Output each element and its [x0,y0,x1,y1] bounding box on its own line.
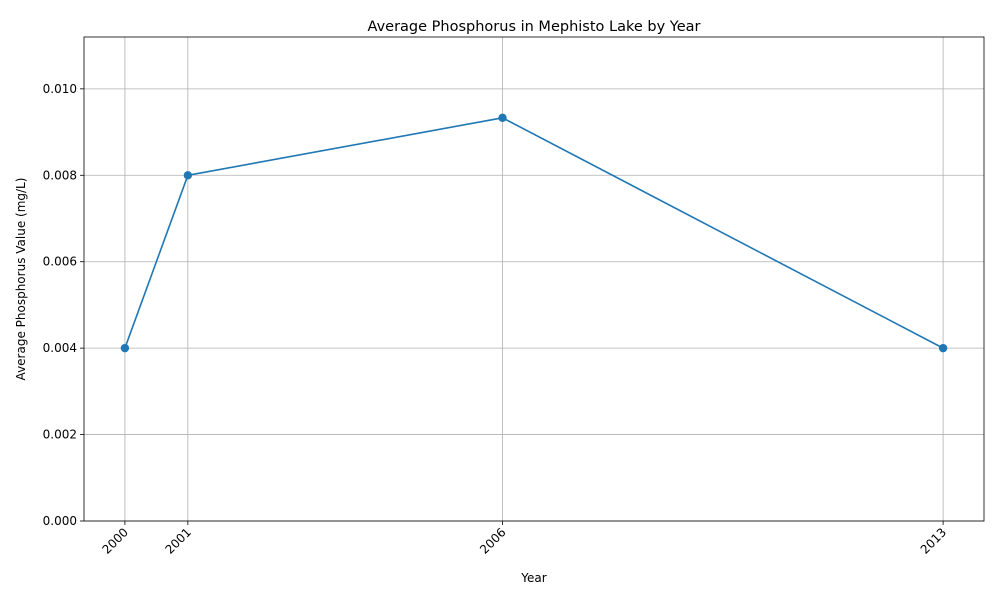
series-line [124,117,944,349]
data-point [120,343,130,353]
y-tick-label: 0.000 [43,514,77,528]
y-tick-label: 0.002 [43,428,77,442]
data-point [498,113,507,123]
chart-title: Average Phosphorus in Mephisto Lake by Y… [368,19,701,35]
plot-frame [83,36,985,522]
data-point [183,171,193,180]
y-tick-label: 0.006 [43,255,77,269]
y-axis-label: Average Phosphorus Value (mg/L) [14,178,28,381]
data-point [938,343,948,353]
x-axis-label: Year [520,571,546,585]
series-layer [120,113,948,353]
y-tick-label: 0.004 [43,341,77,355]
y-tick-label: 0.008 [43,168,77,182]
y-axis-ticks: 0.000 0.002 0.004 0.006 0.008 0.010 [43,82,84,528]
y-tick-label: 0.010 [43,82,77,96]
